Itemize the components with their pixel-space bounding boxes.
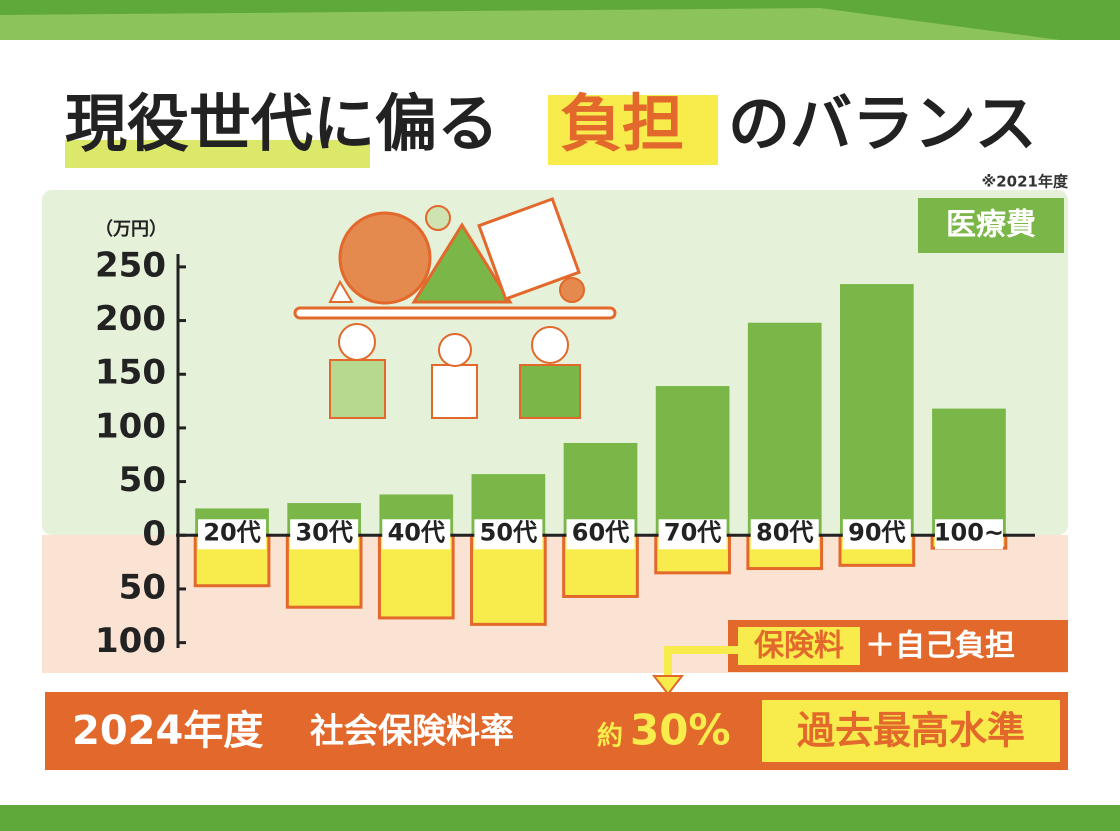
x-label-bg: [566, 519, 635, 550]
x-tick-label: 70代: [664, 518, 721, 546]
y-tick-label: 200: [95, 299, 166, 339]
x-label-bg: [382, 519, 451, 550]
legend-suffix: ＋自己負担: [865, 629, 1015, 664]
legend-label: 保険料: [754, 629, 844, 664]
title-highlight: [548, 95, 718, 165]
x-tick-label: 20代: [203, 518, 260, 546]
banner-label: 社会保険料率: [310, 712, 514, 752]
x-label-bg: [474, 519, 543, 550]
banner-highlight: 過去最高水準: [797, 709, 1025, 753]
y-tick-label: 150: [95, 353, 166, 393]
x-tick-label: 90代: [848, 518, 905, 546]
x-label-bg: [658, 519, 727, 550]
banner-rate: 30%: [630, 706, 731, 755]
y-tick-label: 50: [119, 567, 166, 607]
y-tick-label: 100: [95, 621, 166, 661]
bar: [747, 322, 822, 536]
x-tick-label: 30代: [295, 518, 352, 546]
arrow: [664, 646, 738, 680]
legend-highlight: [738, 627, 860, 665]
arrow-head: [651, 675, 685, 696]
legend-box-1: [918, 198, 1064, 253]
x-tick-label: 80代: [756, 518, 813, 546]
top-band-light: [0, 8, 1120, 48]
title-1: 現役世代に偏る: [65, 87, 499, 160]
x-tick-label: 40代: [388, 518, 445, 546]
y-tick-label: 250: [95, 245, 166, 285]
title-3: のバランス: [728, 87, 1037, 160]
y-tick-label: 50: [119, 460, 166, 500]
x-label-bg: [842, 519, 911, 550]
title-2: 負担: [560, 87, 684, 160]
x-tick-label: 50代: [480, 518, 537, 546]
x-tick-label: 60代: [572, 518, 629, 546]
x-label-bg: [750, 519, 819, 550]
note: ※2021年度: [982, 173, 1069, 191]
banner-year: 2024年度: [72, 708, 263, 754]
title-underline: [65, 140, 370, 168]
bar: [839, 284, 914, 536]
bar: [932, 408, 1006, 536]
bar: [655, 386, 730, 536]
x-label-bg: [198, 519, 267, 550]
x-label-bg: [290, 519, 359, 550]
plot: 250 200 150 100 50 0 50 100 20代 30代 40代 50代 60代 70代 80…: [95, 245, 1035, 661]
y-tick-label: 0: [142, 514, 166, 554]
x-tick-label: 100~: [934, 518, 1004, 546]
y-unit: （万円）: [95, 219, 167, 240]
y-tick-label: 100: [95, 406, 166, 446]
legend-label: 医療費: [946, 208, 1036, 243]
x-label-bg: [934, 519, 1003, 550]
banner-highlight-box: [762, 700, 1060, 762]
illustration: [293, 197, 617, 419]
banner-approx: 約: [597, 721, 623, 752]
